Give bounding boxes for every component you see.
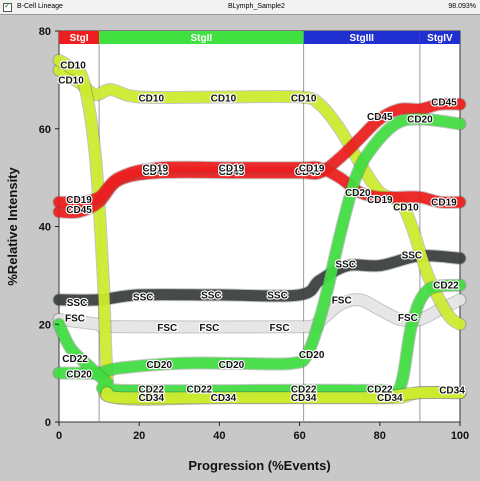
sample-name: BLymph_Sample2 [228, 3, 285, 10]
series-label: CD10 [58, 75, 84, 86]
series-label: CD19 [299, 163, 325, 174]
series-band [53, 294, 466, 333]
x-tick-label: 20 [133, 430, 145, 442]
series-7 [52, 278, 467, 400]
series-label: CD10 [60, 61, 86, 72]
series-label: CD45 [295, 167, 321, 178]
series-label: CD20 [146, 360, 172, 371]
series-band [53, 250, 466, 306]
series-label: CD20 [345, 188, 371, 199]
x-tick-label: 80 [374, 430, 386, 442]
y-tick-label: 80 [39, 26, 51, 38]
series-label: CD19 [66, 195, 92, 206]
score-value: 98.093% [448, 3, 476, 10]
x-tick-label: 40 [213, 430, 225, 442]
series-band [53, 161, 466, 208]
stage-band-1 [59, 31, 100, 44]
series-0 [52, 293, 467, 334]
y-tick-label: 20 [39, 319, 51, 331]
stage-label-1: StgI [70, 33, 89, 44]
series-label: CD10 [393, 202, 419, 213]
y-tick-label: 60 [39, 124, 51, 136]
y-axis-label: %Relative Intensity [5, 166, 20, 285]
series-5 [52, 160, 467, 209]
series-label: CD45 [142, 167, 168, 178]
window-titlebar: B-Cell Lineage BLymph_Sample2 98.093% [0, 0, 480, 15]
series-label: CD34 [377, 393, 403, 404]
x-axis-label: Progression (%Events) [188, 458, 330, 473]
series-label: SSC [402, 250, 423, 261]
series-label: CD22 [291, 384, 317, 395]
series-label: CD45 [431, 97, 457, 108]
series-label: CD19 [142, 163, 168, 174]
series-label: CD45 [66, 205, 92, 216]
series-label: SSC [335, 260, 356, 271]
series-label: CD10 [138, 93, 164, 104]
series-8 [100, 386, 467, 405]
series-label: SSC [267, 290, 288, 301]
checkbox-icon[interactable] [3, 1, 12, 12]
stage-band-4 [419, 31, 460, 44]
series-label: CD20 [219, 360, 245, 371]
x-tick-label: 100 [451, 430, 469, 442]
series-label: CD34 [291, 393, 317, 404]
y-tick-label: 0 [45, 417, 51, 429]
series-label: CD22 [138, 384, 164, 395]
series-label: CD20 [299, 350, 325, 361]
stage-label-2: StgII [191, 33, 213, 44]
series-label: SSC [67, 298, 88, 309]
series-label: FSC [157, 323, 177, 334]
series-label: FSC [398, 313, 418, 324]
series-label: CD10 [211, 93, 237, 104]
stage-label-4: StgIV [427, 33, 453, 44]
series-label: SSC [201, 290, 222, 301]
series-1 [52, 249, 467, 307]
series-label: SSC [133, 292, 154, 303]
series-band [53, 113, 466, 379]
series-label: FSC [270, 323, 290, 334]
series-label: CD19 [431, 198, 457, 209]
series-label: CD22 [187, 384, 213, 395]
series-label: FSC [332, 295, 352, 306]
series-label: CD45 [367, 112, 393, 123]
series-label: CD22 [367, 384, 393, 395]
series-label: CD34 [439, 386, 465, 397]
series-band [53, 64, 466, 330]
series-6 [52, 112, 467, 380]
x-tick-label: 0 [56, 430, 62, 442]
stage-label-3: StgIII [350, 33, 375, 44]
series-label: FSC [65, 313, 85, 324]
series-label: CD20 [407, 114, 433, 125]
stage-band-2 [99, 31, 304, 44]
series-label: CD22 [433, 281, 459, 292]
series-band [53, 279, 466, 399]
x-tick-label: 60 [293, 430, 305, 442]
series-label: CD10 [291, 93, 317, 104]
series-label: CD19 [219, 163, 245, 174]
series-label: CD34 [138, 393, 164, 404]
window-title: B-Cell Lineage [17, 3, 63, 10]
series-label: CD34 [211, 393, 237, 404]
y-tick-label: 40 [39, 222, 51, 234]
series-2 [52, 63, 467, 331]
series-label: CD22 [62, 354, 88, 365]
series-label: CD45 [219, 167, 245, 178]
series-label: CD19 [367, 195, 393, 206]
series-label: FSC [199, 323, 219, 334]
stage-band-3 [303, 31, 420, 44]
series-label: CD20 [66, 370, 92, 381]
series-band [101, 387, 466, 404]
